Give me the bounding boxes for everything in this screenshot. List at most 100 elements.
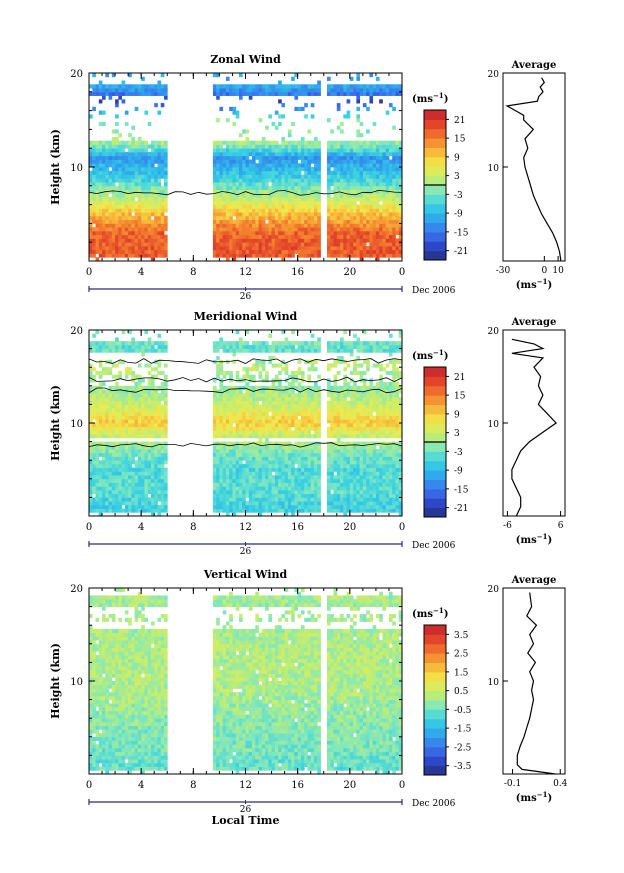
heatmap-cell	[124, 185, 129, 190]
heatmap-cell	[150, 144, 155, 149]
heatmap-cell	[375, 471, 380, 476]
heatmap-cell	[248, 460, 253, 465]
heatmap-cell	[118, 178, 122, 183]
heatmap-cell	[160, 159, 165, 164]
heatmap-cell	[212, 445, 217, 450]
heatmap-cell	[268, 84, 272, 89]
heatmap-cell	[229, 456, 233, 461]
heatmap-cell	[294, 140, 299, 145]
heatmap-cell	[255, 253, 259, 258]
heatmap-cell	[212, 159, 217, 164]
heatmap-cell	[271, 140, 276, 145]
heatmap-cell	[366, 197, 370, 202]
heatmap-cell	[131, 249, 136, 254]
heatmap-cell	[340, 482, 344, 487]
heatmap-cell	[349, 493, 354, 498]
heatmap-cell	[245, 441, 250, 446]
heatmap-cell	[144, 253, 149, 258]
heatmap-cell	[366, 159, 370, 164]
heatmap-cell	[111, 489, 116, 495]
heatmap-cell	[271, 121, 276, 127]
heatmap-cell	[238, 482, 243, 487]
heatmap-cell	[362, 430, 367, 435]
heatmap-cell	[216, 456, 220, 461]
heatmap-cell	[92, 486, 96, 491]
heatmap-cell	[398, 452, 403, 457]
heatmap-cell	[353, 426, 357, 431]
heatmap-cell	[375, 238, 380, 243]
heatmap-cell	[392, 486, 396, 491]
heatmap-cell	[294, 182, 299, 187]
heatmap-cell	[255, 84, 259, 89]
heatmap-cell	[252, 185, 256, 190]
heatmap-cell	[95, 200, 100, 205]
heatmap-cell	[252, 489, 256, 495]
heatmap-cell	[128, 460, 132, 465]
heatmap-cell	[225, 193, 230, 198]
heatmap-cell	[150, 434, 155, 439]
heatmap-cell	[121, 193, 126, 198]
heatmap-cell	[268, 223, 272, 228]
heatmap-cell	[212, 434, 217, 439]
heatmap-cell	[222, 449, 227, 454]
heatmap-cell	[98, 238, 103, 243]
heatmap-cell	[258, 189, 263, 194]
heatmap-cell	[372, 223, 377, 228]
heatmap-cell	[395, 452, 400, 457]
heatmap-cell	[313, 471, 318, 476]
heatmap-cell	[379, 84, 383, 89]
heatmap-cell	[245, 249, 250, 254]
heatmap-cell	[274, 478, 279, 483]
heatmap-cell	[287, 215, 292, 221]
heatmap-cell	[310, 460, 315, 465]
heatmap-cell	[268, 148, 272, 153]
heatmap-cell	[274, 200, 279, 205]
heatmap-cell	[137, 182, 142, 187]
heatmap-cell	[141, 489, 145, 495]
heatmap-cell	[229, 430, 233, 435]
heatmap-cell	[229, 163, 233, 168]
heatmap-cell	[95, 423, 100, 428]
heatmap-cell	[261, 197, 266, 202]
heatmap-cell	[327, 238, 331, 243]
heatmap-cell	[356, 471, 361, 476]
heatmap-cell	[340, 501, 344, 506]
heatmap-cell	[382, 167, 387, 172]
heatmap-cell	[340, 84, 344, 89]
heatmap-cell	[163, 204, 168, 209]
heatmap-cell	[310, 482, 315, 487]
heatmap-cell	[265, 200, 269, 205]
heatmap-cell	[307, 167, 312, 172]
heatmap-cell	[369, 178, 374, 183]
heatmap-cell	[281, 91, 286, 96]
heatmap-cell	[313, 234, 318, 239]
heatmap-cell	[317, 167, 321, 172]
heatmap-cell	[141, 185, 145, 190]
heatmap-cell	[238, 493, 243, 498]
heatmap-cell	[362, 456, 367, 461]
heatmap-cell	[343, 253, 347, 258]
heatmap-cell	[128, 456, 132, 461]
heatmap-cell	[115, 430, 119, 435]
heatmap-cell	[388, 208, 393, 213]
heatmap-cell	[235, 204, 240, 209]
heatmap-cell	[294, 238, 299, 243]
heatmap-cell	[163, 504, 168, 509]
heatmap-cell	[150, 245, 155, 251]
heatmap-cell	[105, 163, 109, 168]
heatmap-cell	[102, 159, 106, 164]
heatmap-cell	[131, 189, 136, 194]
heatmap-cell	[137, 227, 142, 232]
heatmap-cell	[154, 193, 158, 198]
heatmap-cell	[89, 227, 93, 232]
heatmap-cell	[163, 475, 168, 480]
heatmap-cell	[242, 88, 246, 93]
heatmap-cell	[268, 215, 272, 221]
heatmap-cell	[124, 219, 129, 224]
heatmap-cell	[105, 489, 109, 495]
heatmap-cell	[385, 110, 390, 115]
heatmap-cell	[144, 159, 149, 164]
heatmap-cell	[382, 508, 387, 513]
heatmap-cell	[340, 163, 344, 168]
heatmap-cell	[313, 242, 318, 247]
